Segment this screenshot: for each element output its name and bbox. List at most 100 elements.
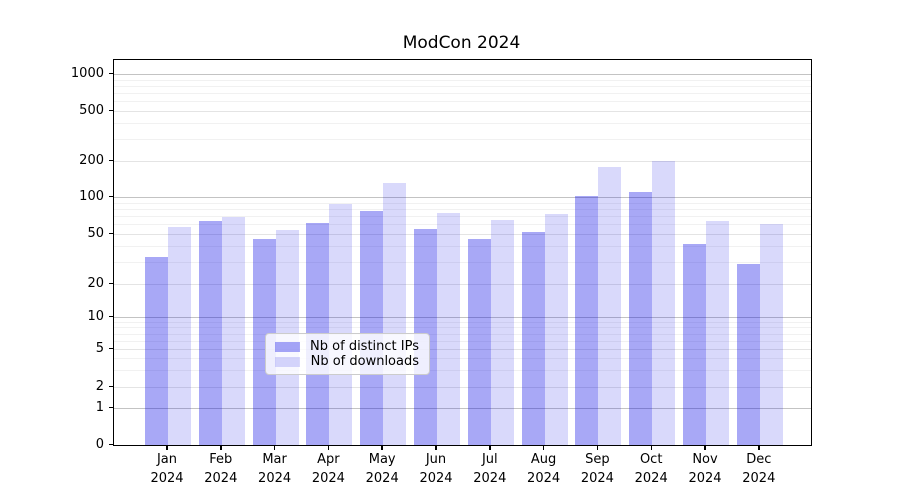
gridline-minor-30	[114, 261, 811, 263]
bar-downloads-may	[383, 183, 407, 445]
x-tick-label-mar: Mar 2024	[258, 452, 292, 486]
bar-ips-oct	[629, 192, 653, 445]
y-tick-label-1000: 1000	[70, 65, 104, 81]
x-tick-mark-aug	[542, 445, 545, 450]
y-tick-mark-20	[109, 282, 113, 284]
gridline-minor-3	[114, 370, 811, 372]
bar-ips-sep	[575, 196, 599, 445]
y-tick-label-20: 20	[87, 275, 104, 291]
x-tick-mark-feb	[220, 445, 222, 450]
y-tick-mark-500	[109, 109, 113, 111]
x-tick-mark-nov	[704, 445, 706, 450]
bar-ips-mar	[252, 238, 276, 445]
y-tick-label-5: 5	[95, 340, 104, 356]
y-tick-label-200: 200	[79, 152, 104, 168]
x-tick-mark-mar	[273, 445, 276, 450]
plot-area	[113, 59, 812, 446]
gridline-200	[114, 161, 811, 162]
bar-downloads-sep	[598, 166, 622, 445]
gridline-2	[114, 387, 811, 388]
bar-ips-feb	[198, 220, 222, 445]
bar-ips-aug	[521, 231, 545, 445]
gridline-100	[114, 197, 811, 198]
gridline-minor-90	[114, 202, 811, 204]
bar-downloads-jun	[437, 213, 460, 445]
bar-downloads-dec	[759, 224, 783, 445]
x-tick-label-oct: Oct 2024	[634, 452, 668, 486]
gridline-minor-7	[114, 333, 811, 335]
chart-title: ModCon 2024	[402, 33, 521, 53]
x-tick-mark-jul	[489, 445, 491, 450]
x-tick-label-nov: Nov 2024	[688, 452, 722, 486]
gridline-minor-800	[114, 85, 811, 87]
y-tick-label-1: 1	[95, 399, 104, 415]
legend-item-downloads: Nb of downloads	[275, 354, 419, 369]
gridline-minor-8	[114, 327, 811, 329]
gridline-minor-60	[114, 224, 811, 226]
x-tick-mark-sep	[596, 445, 599, 450]
gridline-20	[114, 284, 811, 285]
gridline-minor-9	[114, 321, 811, 323]
bar-downloads-nov	[706, 220, 729, 445]
bar-ips-jul	[467, 238, 491, 445]
legend-label-ips: Nb of distinct IPs	[310, 339, 419, 354]
x-tick-mark-jan	[166, 445, 168, 450]
gridline-minor-400	[114, 123, 811, 125]
legend-swatch-downloads	[275, 356, 300, 367]
gridline-minor-40	[114, 246, 811, 248]
y-tick-label-0: 0	[95, 436, 104, 452]
x-tick-mark-jun	[435, 445, 437, 450]
gridline-10	[114, 317, 811, 318]
x-tick-mark-may	[381, 445, 383, 450]
gridline-minor-70	[114, 216, 811, 217]
gridline-1	[114, 408, 811, 409]
bar-downloads-aug	[544, 213, 568, 445]
bar-ips-jan	[145, 256, 168, 445]
x-tick-mark-apr	[327, 445, 330, 450]
gridline-50	[114, 234, 811, 235]
gridline-minor-700	[114, 93, 811, 94]
legend-item-distinct-ips: Nb of distinct IPs	[275, 339, 419, 354]
legend-swatch-ips	[275, 341, 300, 352]
x-tick-label-jul: Jul 2024	[473, 452, 507, 486]
gridline-minor-4	[114, 358, 811, 360]
x-tick-label-jan: Jan 2024	[150, 452, 184, 486]
bar-downloads-feb	[221, 216, 245, 445]
x-tick-label-dec: Dec 2024	[742, 452, 776, 486]
y-tick-mark-5	[109, 347, 113, 349]
y-tick-label-50: 50	[87, 225, 104, 241]
x-tick-mark-oct	[650, 445, 652, 450]
gridline-minor-300	[114, 138, 811, 140]
x-tick-label-may: May 2024	[365, 452, 399, 486]
bar-downloads-apr	[329, 203, 353, 445]
bar-downloads-jul	[490, 220, 514, 445]
bar-downloads-oct	[652, 161, 676, 445]
gridline-500	[114, 111, 811, 112]
bar-downloads-jan	[168, 227, 191, 445]
x-tick-label-apr: Apr 2024	[311, 452, 345, 486]
legend-label-downloads: Nb of downloads	[310, 354, 419, 369]
x-tick-mark-dec	[758, 445, 760, 450]
y-tick-label-500: 500	[79, 102, 104, 118]
gridline-minor-900	[114, 79, 811, 81]
y-tick-mark-50	[109, 232, 113, 234]
y-tick-mark-1	[109, 406, 113, 408]
y-tick-label-2: 2	[95, 378, 104, 394]
bar-ips-may	[360, 211, 384, 445]
y-tick-mark-200	[109, 159, 113, 161]
y-tick-mark-10	[109, 315, 113, 317]
legend: Nb of distinct IPs Nb of downloads	[265, 333, 430, 375]
gridline-minor-6	[114, 340, 811, 342]
gridline-minor-80	[114, 208, 811, 210]
y-tick-label-100: 100	[79, 188, 104, 204]
x-tick-label-jun: Jun 2024	[419, 452, 453, 486]
y-tick-mark-2	[109, 385, 113, 387]
y-tick-mark-1000	[109, 72, 113, 74]
y-tick-mark-0	[109, 443, 113, 445]
x-tick-label-sep: Sep 2024	[580, 452, 614, 486]
gridline-5	[114, 349, 811, 350]
gridline-1000	[114, 74, 811, 75]
bar-ips-nov	[683, 243, 706, 445]
gridline-minor-600	[114, 101, 811, 103]
